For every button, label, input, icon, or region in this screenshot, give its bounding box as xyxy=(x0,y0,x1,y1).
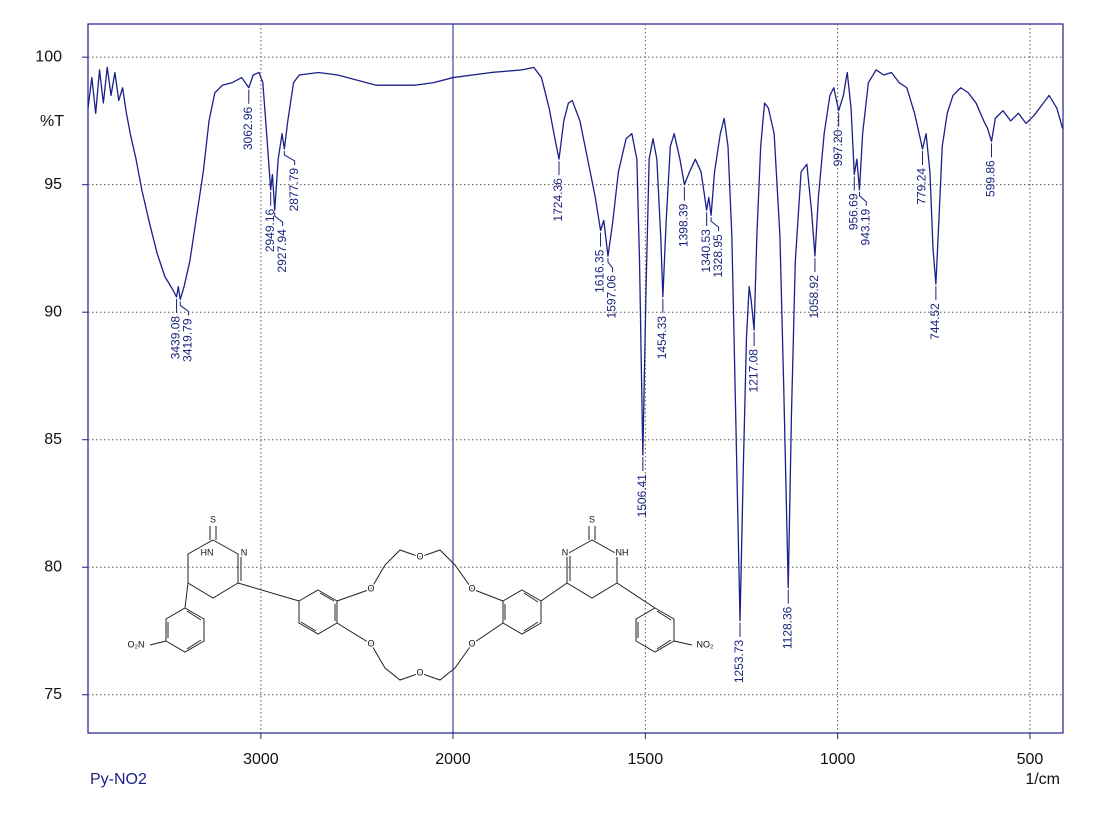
peak-leader xyxy=(274,212,284,227)
y-tick-label: 100 xyxy=(35,48,62,65)
x-tick-label: 500 xyxy=(1017,751,1044,768)
x-tick-label: 2000 xyxy=(435,751,471,768)
peak-label: 779.24 xyxy=(915,168,929,205)
peak-label: 3062.96 xyxy=(241,106,255,150)
peak-label: 1253.73 xyxy=(732,639,746,683)
peak-label: 744.52 xyxy=(928,303,942,340)
x-tick-label: 1500 xyxy=(628,751,664,768)
y-tick-label: 85 xyxy=(44,431,62,448)
atom-label: O xyxy=(416,667,423,677)
atom-label: O xyxy=(367,638,374,648)
peak-label: 997.20 xyxy=(831,129,845,166)
y-tick-label: 80 xyxy=(44,558,62,575)
atom-label: N xyxy=(241,547,248,557)
peak-label: 943.19 xyxy=(858,208,872,245)
peak-label: 1597.06 xyxy=(605,275,619,319)
peak-label: 599.86 xyxy=(984,160,998,197)
peak-label: 3419.79 xyxy=(181,318,195,362)
peak-label: 2949.16 xyxy=(263,208,277,252)
peak-leader xyxy=(710,217,720,232)
peak-label: 956.69 xyxy=(846,193,860,230)
atom-label: O xyxy=(468,638,475,648)
structure xyxy=(149,526,693,681)
spectrum-line xyxy=(87,66,1064,622)
peak-label: 1328.95 xyxy=(711,234,725,278)
peak-label: 1454.33 xyxy=(655,316,669,360)
peak-label: 1217.08 xyxy=(746,349,760,393)
peak-label: 1058.92 xyxy=(807,275,821,319)
peak-label: 1398.39 xyxy=(677,203,691,247)
atom-label: NO₂ xyxy=(697,639,715,649)
peak-label: 2927.94 xyxy=(275,229,289,273)
atom-label: N xyxy=(562,547,569,557)
y-tick-label: 90 xyxy=(44,303,62,320)
peak-label: 1340.53 xyxy=(699,229,713,273)
peak-leader xyxy=(179,301,190,316)
peak-label: 2877.79 xyxy=(287,168,301,212)
atom-label: O₂N xyxy=(128,639,145,649)
atom-label: S xyxy=(589,514,595,524)
x-axis-label: 1/cm xyxy=(1025,771,1060,788)
atom-label: O xyxy=(367,583,374,593)
peak-leader xyxy=(607,258,614,273)
peak-label: 1616.35 xyxy=(593,249,607,293)
atom-label: S xyxy=(210,514,216,524)
x-tick-label: 3000 xyxy=(243,751,279,768)
atom-label: HN xyxy=(201,547,214,557)
x-tick-label: 1000 xyxy=(820,751,856,768)
atom-label: O xyxy=(416,551,423,561)
y-tick-label: 95 xyxy=(44,176,62,193)
atom-label: NH xyxy=(616,547,629,557)
peak-label: 1724.36 xyxy=(551,178,565,222)
y-axis-label: %T xyxy=(40,113,64,130)
y-tick-label: 75 xyxy=(44,686,62,703)
peak-label: 1506.41 xyxy=(635,474,649,518)
peak-label: 1128.36 xyxy=(780,606,794,649)
peak-leader xyxy=(283,150,296,165)
atom-label: O xyxy=(468,583,475,593)
peak-label: 3439.08 xyxy=(169,316,183,360)
chart-title: Py-NO2 xyxy=(90,771,147,788)
plot-frame xyxy=(87,23,1064,734)
peak-leader xyxy=(858,191,867,206)
